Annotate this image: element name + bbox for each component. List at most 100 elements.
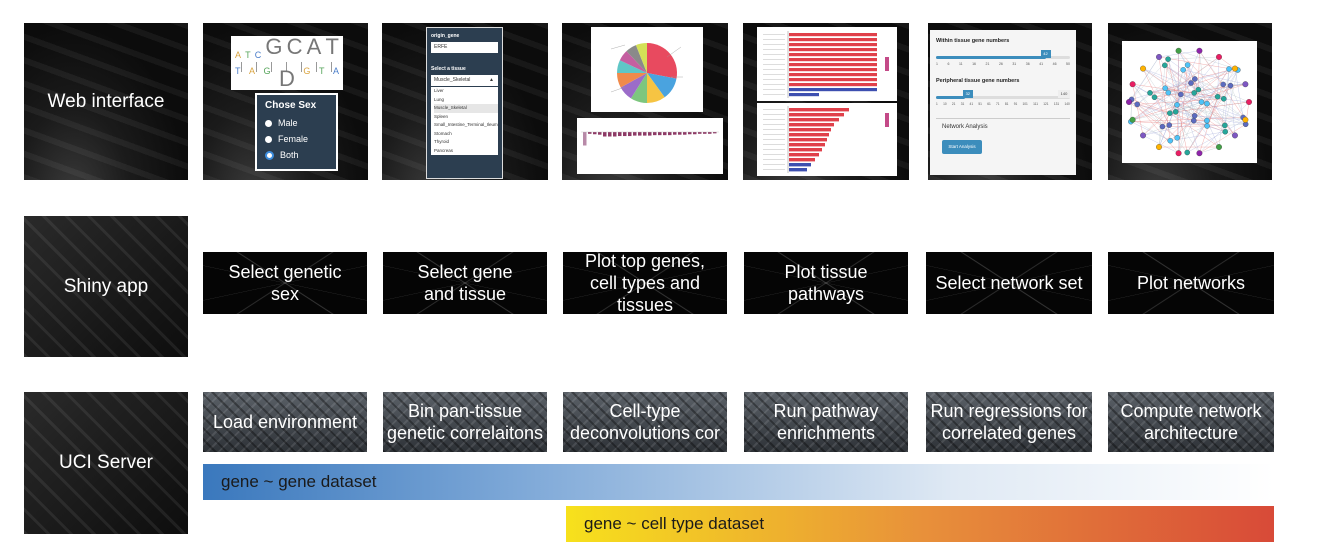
slider-handle[interactable]: 42 — [1040, 50, 1051, 58]
radio-male[interactable]: Male — [265, 115, 336, 131]
step-label: Select network set — [935, 273, 1083, 293]
pie-slice — [620, 73, 647, 99]
pie-slice — [635, 43, 647, 73]
pathway-bar — [789, 113, 844, 117]
tissue-option[interactable]: Spleen — [434, 113, 449, 119]
dna-base: T — [325, 34, 339, 59]
network-node — [1174, 135, 1181, 141]
network-edge — [1142, 68, 1246, 125]
deconvolution-bar — [653, 132, 657, 136]
network-edge — [1132, 56, 1220, 120]
network-edge — [1175, 56, 1220, 112]
network-edge — [1165, 59, 1169, 89]
radio-both[interactable]: Both — [265, 147, 336, 163]
network-node — [1156, 54, 1162, 60]
deconvolution-bar — [713, 132, 717, 134]
step-plot-tissue-pathways: Plot tissue pathways — [744, 252, 908, 314]
tick-label: 1 — [936, 62, 938, 66]
step-label: Run pathway enrichments — [773, 401, 879, 443]
network-edge — [1199, 50, 1224, 85]
network-node — [1140, 65, 1146, 72]
tissue-select[interactable]: Muscle_Skeletal ▲ — [431, 75, 498, 86]
radio-label: Male — [278, 118, 298, 128]
network-node — [1175, 150, 1182, 157]
step-plot-networks: Plot networks — [1108, 252, 1274, 314]
network-edge — [1207, 125, 1225, 127]
pathway-bar — [789, 163, 811, 167]
network-node — [1196, 150, 1203, 157]
network-edge — [1170, 85, 1231, 141]
tissue-option[interactable]: Thyroid — [434, 139, 450, 144]
deconvolution-bar — [618, 132, 622, 137]
gene-input[interactable]: ERFE — [431, 42, 498, 53]
peripheral-slider[interactable]: 32 140 1 10 21 31 41 51 61 71 81 91 101 … — [936, 90, 1070, 110]
network-node — [1129, 81, 1136, 88]
tick-label: 31 — [960, 102, 965, 106]
slider-handle[interactable]: 32 — [962, 90, 973, 98]
pie-slice — [630, 73, 647, 103]
color-legend — [885, 57, 889, 71]
pathway-bar — [789, 123, 834, 127]
network-node — [1162, 62, 1168, 69]
network-edge — [1154, 97, 1246, 125]
tissue-option[interactable]: Pancreas — [434, 147, 454, 153]
network-node — [1198, 99, 1205, 105]
pathway-bars-top — [763, 31, 889, 98]
radio-circle-icon[interactable] — [265, 120, 272, 128]
radio-female[interactable]: Female — [265, 131, 336, 147]
pathway-bar — [789, 158, 815, 162]
start-analysis-button[interactable]: Start Analysis — [942, 140, 982, 154]
pathway-bars-bottom — [763, 106, 889, 173]
tissue-option[interactable]: Lung — [434, 96, 445, 102]
network-node — [1162, 85, 1168, 91]
network-node — [1216, 144, 1222, 150]
pathway-bar — [789, 63, 877, 67]
deconvolution-bar — [688, 132, 692, 135]
step-label: Bin pan-tissue genetic correlaitons — [386, 401, 544, 443]
pathway-bar — [789, 58, 877, 62]
pathway-bar — [789, 148, 822, 152]
radio-selected-icon[interactable] — [265, 151, 274, 161]
tick-label: 61 — [987, 102, 991, 106]
dna-base: D — [279, 66, 295, 91]
network-node — [1196, 47, 1203, 54]
within-slider[interactable]: 42 1 6 11 16 21 26 31 36 41 46 50 — [936, 50, 1070, 70]
network-node — [1180, 67, 1186, 73]
tick-label: 6 — [947, 62, 950, 66]
tick-label: 31 — [1012, 62, 1017, 66]
color-legend — [885, 113, 889, 127]
network-node — [1204, 117, 1210, 124]
pathway-bar — [789, 33, 877, 37]
network-node — [1134, 101, 1140, 108]
network-edge — [1177, 50, 1179, 138]
tissue-option[interactable]: Stomach — [434, 130, 452, 136]
dna-base: A — [235, 50, 242, 60]
radio-label: Female — [278, 134, 309, 144]
network-edge — [1199, 146, 1220, 154]
tick-label: 36 — [1025, 62, 1030, 66]
tissue-option[interactable]: Small_Intestine_Terminal_Ileum — [434, 122, 498, 127]
slider-max-badge: 140 — [1058, 90, 1070, 98]
tissue-option-selected[interactable]: Muscle_Skeletal — [434, 104, 498, 113]
network-node — [1126, 99, 1132, 105]
web-interface-label: Web interface — [47, 90, 165, 112]
tissue-option-list: Liver Lung Muscle_Skeletal Spleen Small_… — [431, 87, 498, 155]
sex-panel-title: Chose Sex — [265, 100, 317, 111]
network-node — [1220, 81, 1226, 88]
tissue-option[interactable]: Liver — [434, 88, 444, 93]
shiny-app-row-label: Shiny app — [24, 216, 188, 357]
chevron-down-icon[interactable]: ▲ — [489, 77, 494, 83]
network-edge — [1234, 68, 1244, 118]
network-edge — [1198, 50, 1200, 90]
tick-label: 41 — [969, 102, 974, 106]
pathway-bar — [789, 143, 825, 147]
radio-circle-icon[interactable] — [265, 136, 272, 144]
deconvolution-bar — [588, 132, 592, 134]
network-node — [1129, 116, 1136, 123]
network-edge — [1224, 69, 1238, 126]
pathway-bar — [789, 68, 877, 72]
network-edge — [1199, 50, 1208, 121]
network-edge — [1137, 104, 1178, 138]
network-node — [1167, 137, 1173, 144]
network-graph — [1126, 47, 1252, 157]
